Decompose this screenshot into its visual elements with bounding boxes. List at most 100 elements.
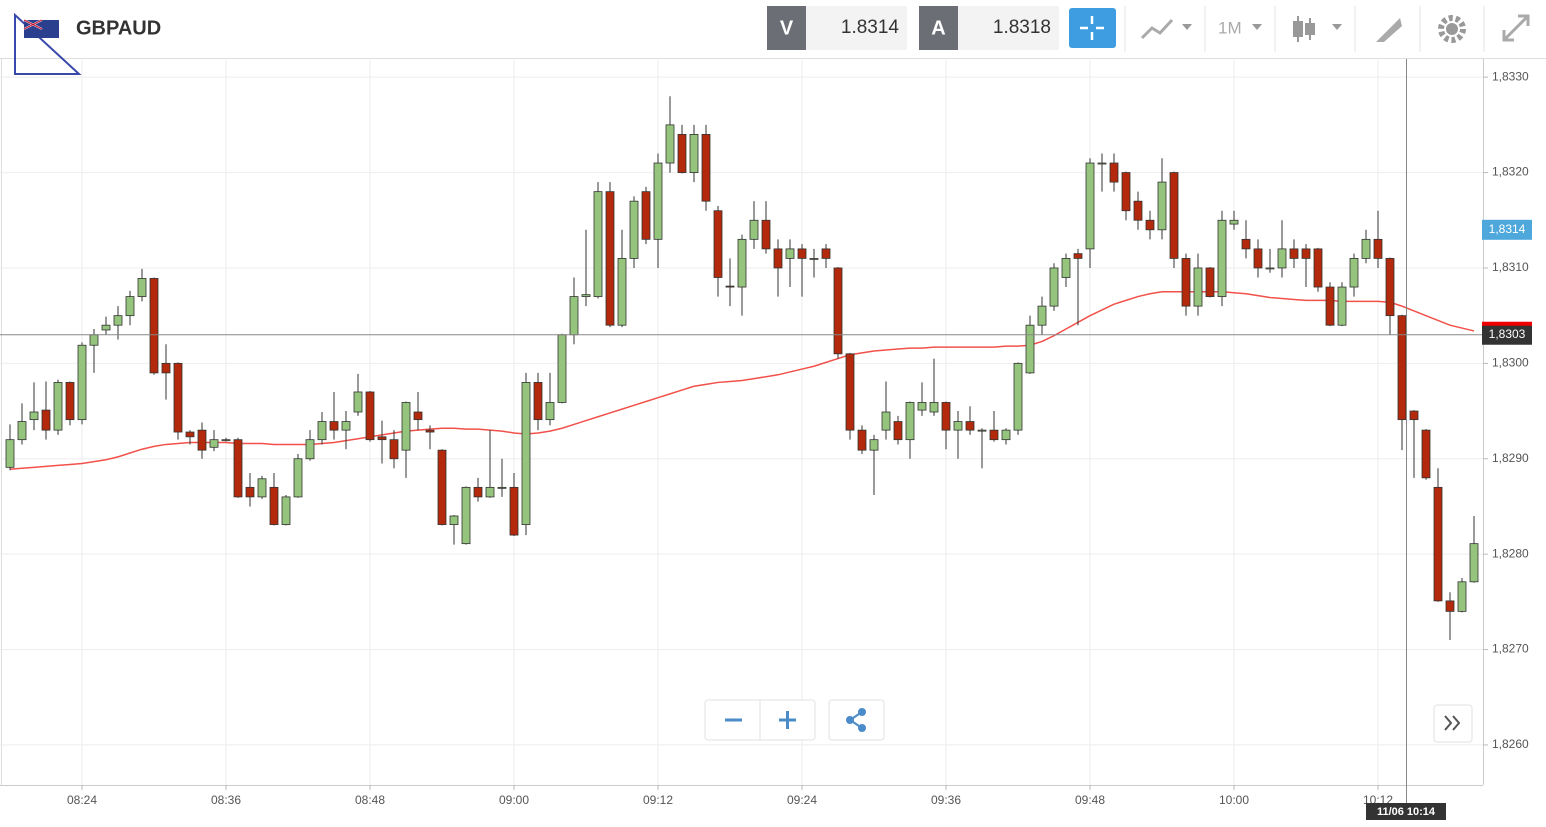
candle-body — [677, 134, 687, 173]
candle-body — [77, 344, 87, 421]
candle-body — [1469, 543, 1479, 583]
candle-body — [569, 296, 579, 336]
dropdown-arrow — [1332, 24, 1342, 30]
candle-body — [1373, 238, 1383, 259]
y-tick-label: 1,8290 — [1492, 451, 1529, 465]
candles-icon[interactable] — [1293, 16, 1315, 42]
candle-body — [557, 334, 567, 403]
candle-body — [1409, 410, 1419, 421]
candle-body — [1193, 267, 1203, 307]
candle-body — [545, 402, 555, 421]
candle-body — [1241, 238, 1251, 250]
sell-label: V — [780, 17, 794, 39]
candle-body — [365, 391, 375, 441]
candle-body — [341, 421, 351, 431]
candle-body — [1265, 267, 1275, 270]
candle-body — [5, 439, 15, 468]
buy-price: 1.8318 — [993, 17, 1051, 38]
draw-icon[interactable] — [1376, 18, 1402, 42]
candle-body — [713, 210, 723, 278]
candle-body — [65, 382, 75, 421]
candle-body — [821, 248, 831, 259]
symbol: GBPAUD — [76, 17, 161, 39]
candle-body — [221, 439, 231, 442]
candle-body — [497, 486, 507, 489]
candle-body — [1181, 258, 1191, 307]
x-tick-label: 09:48 — [1075, 793, 1105, 807]
candle-body — [1013, 362, 1023, 431]
candle-body — [1253, 248, 1263, 269]
candle-body — [161, 362, 171, 374]
candle-body — [329, 421, 339, 431]
candle-body — [953, 421, 963, 431]
candle-body — [737, 238, 747, 288]
candle-body — [173, 362, 183, 433]
candle-body — [1037, 305, 1047, 326]
candle-body — [1169, 172, 1179, 259]
candle-body — [245, 486, 255, 498]
candle-body — [617, 258, 627, 326]
scroll-right-button[interactable] — [1433, 704, 1473, 743]
candle-body — [473, 486, 483, 498]
x-tick-label: 10:00 — [1219, 793, 1249, 807]
candle-body — [653, 162, 663, 240]
zoom-in-button[interactable] — [779, 711, 796, 729]
candle-body — [941, 402, 951, 431]
candle-body — [857, 429, 867, 451]
candle-body — [437, 449, 447, 525]
sell-button[interactable] — [767, 6, 806, 50]
candle-body — [797, 248, 807, 259]
candle-body — [449, 515, 459, 525]
settings-icon[interactable] — [1438, 15, 1466, 43]
candle-body — [725, 285, 735, 288]
candle-body — [269, 486, 279, 525]
candle-body — [1433, 486, 1443, 602]
sell-price-box — [806, 6, 907, 50]
candle-body — [389, 439, 399, 460]
fullscreen-icon[interactable] — [1502, 14, 1530, 42]
candle-body — [1313, 248, 1323, 288]
x-tick-label: 09:12 — [643, 793, 673, 807]
candle-body — [353, 391, 363, 413]
share-button[interactable] — [828, 699, 885, 741]
candle-body — [1445, 600, 1455, 612]
y-tick-label: 1,8280 — [1492, 546, 1529, 560]
candle-body — [749, 219, 759, 240]
candle-body — [1397, 315, 1407, 421]
chart-type-icon[interactable] — [1140, 18, 1174, 40]
settings-icon-core — [1446, 23, 1458, 35]
candle-body — [281, 496, 291, 525]
scroll-right-icon — [1444, 715, 1461, 731]
timeframe[interactable]: 1M — [1218, 18, 1242, 37]
corner-logo — [14, 12, 82, 75]
candle-body — [1385, 258, 1395, 317]
candle-body — [1229, 219, 1239, 225]
x-tick-label: 09:00 — [499, 793, 529, 807]
candle-body — [785, 248, 795, 259]
candle-body — [317, 421, 327, 441]
candle-body — [845, 353, 855, 431]
candle-body — [1109, 162, 1119, 183]
candle-body — [257, 478, 267, 498]
candle-body — [533, 382, 543, 421]
x-tick-label: 09:24 — [787, 793, 817, 807]
candle-body — [905, 402, 915, 441]
share-icon — [846, 708, 866, 732]
candle-body — [1457, 581, 1467, 612]
candle-body — [665, 124, 675, 164]
candle-body — [893, 421, 903, 441]
candle-body — [521, 382, 531, 525]
candle-body — [809, 258, 819, 260]
overlay: 1,8303 1,8314 — [0, 219, 1532, 345]
candle-body — [629, 200, 639, 259]
candle-body — [977, 429, 987, 432]
buy-button[interactable] — [919, 6, 958, 50]
candle-body — [1361, 238, 1371, 259]
crosshair-button[interactable] — [1069, 8, 1116, 48]
candle-body — [413, 411, 423, 421]
crosshair-time-box — [1366, 803, 1446, 820]
dropdown-arrow — [1252, 24, 1262, 30]
candle-body — [581, 294, 591, 297]
candle-body — [425, 429, 435, 433]
